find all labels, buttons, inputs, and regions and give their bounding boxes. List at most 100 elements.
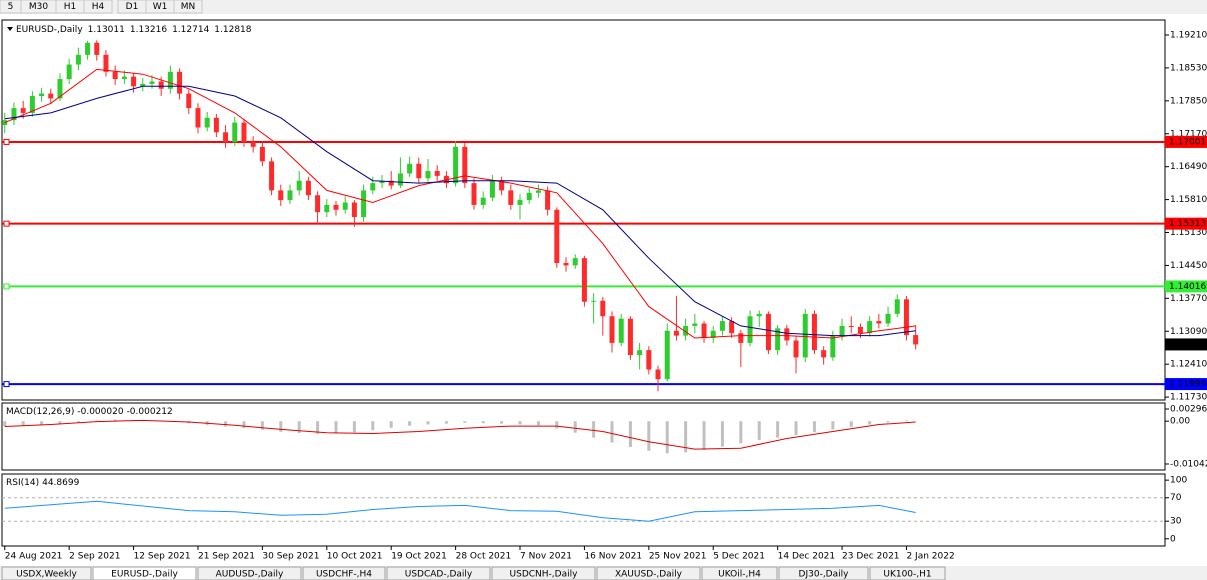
candle-body [11, 108, 17, 121]
candle-body [462, 146, 468, 184]
chart-tab-label[interactable]: USDCHF-,H4 [316, 570, 372, 580]
header-value: EURUSD-,Daily [16, 25, 83, 35]
candle-body [287, 190, 293, 201]
chart-tab-label[interactable]: UKOil-,H4 [718, 570, 761, 580]
timeframe-button[interactable] [173, 0, 203, 14]
y-tick-label: 1.18530 [1170, 63, 1207, 73]
chart-tab-label[interactable]: DJ30-,Daily [799, 570, 850, 580]
candle-body [204, 117, 210, 128]
histogram-bar [518, 421, 522, 425]
histogram-bar [58, 421, 62, 424]
y-tick-label: 70 [1170, 493, 1182, 503]
timeframe-label[interactable]: W1 [153, 2, 168, 12]
histogram-bar [812, 421, 816, 433]
chart-tab[interactable] [869, 566, 946, 580]
y-tick-label: -0.010422 [1170, 460, 1207, 470]
level-tag-label: 1.15313 [1169, 219, 1206, 229]
timeframe-label[interactable]: M30 [29, 2, 48, 12]
chart-tab[interactable] [92, 566, 197, 580]
candle-body [572, 258, 578, 266]
indicator-value: 44.8699 [42, 478, 79, 488]
candle-body [250, 141, 256, 147]
histogram-bar [592, 421, 596, 438]
x-tick-label: 7 Nov 2021 [520, 552, 572, 562]
y-tick-label: 1.11730 [1170, 393, 1207, 403]
candle-body [637, 350, 643, 355]
chart-tab-label[interactable]: AUDUSD-,Daily [216, 570, 284, 580]
timeframe-label[interactable]: D1 [126, 2, 139, 12]
indicator-name: MACD(12,26,9) [6, 407, 74, 417]
histogram-bar [389, 421, 393, 428]
chart-tab[interactable] [386, 566, 491, 580]
candle-body [655, 369, 661, 380]
x-tick-label: 25 Nov 2021 [649, 552, 707, 562]
timeframe-label[interactable]: MN [181, 2, 196, 12]
histogram-bar [573, 421, 577, 433]
x-tick-label: 30 Sep 2021 [262, 552, 319, 562]
candle-body [407, 163, 413, 174]
candle-body [342, 202, 348, 210]
timeframe-button[interactable] [83, 0, 113, 14]
candle-body [775, 328, 781, 351]
chart-tab[interactable] [596, 566, 701, 580]
y-tick-label: 0.00 [1170, 417, 1190, 427]
histogram-bar [739, 421, 743, 444]
chart-tab-label[interactable]: USDCAD-,Daily [405, 570, 473, 580]
candle-body [361, 190, 367, 218]
x-tick-label: 12 Sep 2021 [134, 552, 191, 562]
chart-tab[interactable] [491, 566, 596, 580]
candle-body [508, 190, 514, 205]
y-tick-label: 1.14450 [1170, 261, 1207, 271]
timeframe-label[interactable]: H1 [64, 2, 77, 12]
chart-tab[interactable] [302, 566, 386, 580]
chart-tab-label[interactable]: UK100-,H1 [883, 570, 931, 580]
chart-tab-label[interactable]: EURUSD-,Daily [111, 570, 178, 580]
candle-body [765, 313, 771, 351]
chart-tab-label[interactable]: USDCNH-,Daily [510, 570, 579, 580]
menu-arrow[interactable] [7, 27, 13, 31]
candle-body [545, 190, 551, 210]
chart-tab[interactable] [197, 566, 302, 580]
candle-body [646, 350, 652, 370]
histogram-bar [279, 421, 283, 432]
candle-body [48, 93, 54, 99]
y-tick-label: 1.15130 [1170, 228, 1207, 238]
indicator-line [4, 419, 916, 450]
candle-body [57, 79, 63, 99]
level-tag [1165, 378, 1207, 391]
chart-tab[interactable] [778, 566, 869, 580]
histogram-bar [868, 421, 872, 425]
toolbar [0, 0, 1207, 14]
candle-body [186, 93, 192, 109]
y-tick-label: 30 [1170, 517, 1182, 527]
y-tick-label: 1.19210 [1170, 31, 1207, 41]
candle-body [259, 146, 265, 162]
histogram-bar [702, 421, 706, 450]
histogram-bar [647, 421, 651, 451]
level-tag [1165, 135, 1207, 148]
chart-tab-label[interactable]: USDX,Weekly [16, 570, 77, 580]
level-tag-label: 1.17001 [1169, 137, 1206, 147]
candle-body [756, 313, 762, 317]
timeframe-label[interactable]: H4 [92, 2, 105, 12]
histogram-bar [444, 421, 448, 424]
candle-body [305, 180, 311, 196]
candle-body [453, 146, 459, 184]
histogram-bar [260, 421, 264, 430]
histogram-bar [334, 421, 338, 434]
candle-body [20, 108, 26, 113]
timeframe-label[interactable]: 5 [8, 2, 14, 12]
candle-body [903, 299, 909, 336]
y-tick-label: 0.002966 [1170, 405, 1207, 415]
chart-tab[interactable] [701, 566, 778, 580]
x-tick-label: 5 Dec 2021 [713, 552, 765, 562]
y-tick-label: 100 [1170, 476, 1187, 486]
candle-body [167, 71, 173, 89]
chart-tab-label[interactable]: XAUUSD-,Daily [615, 570, 683, 580]
candle-body [195, 108, 201, 128]
candle-body [370, 183, 376, 191]
chart-tab[interactable] [1, 566, 92, 580]
candle-body [103, 54, 109, 72]
